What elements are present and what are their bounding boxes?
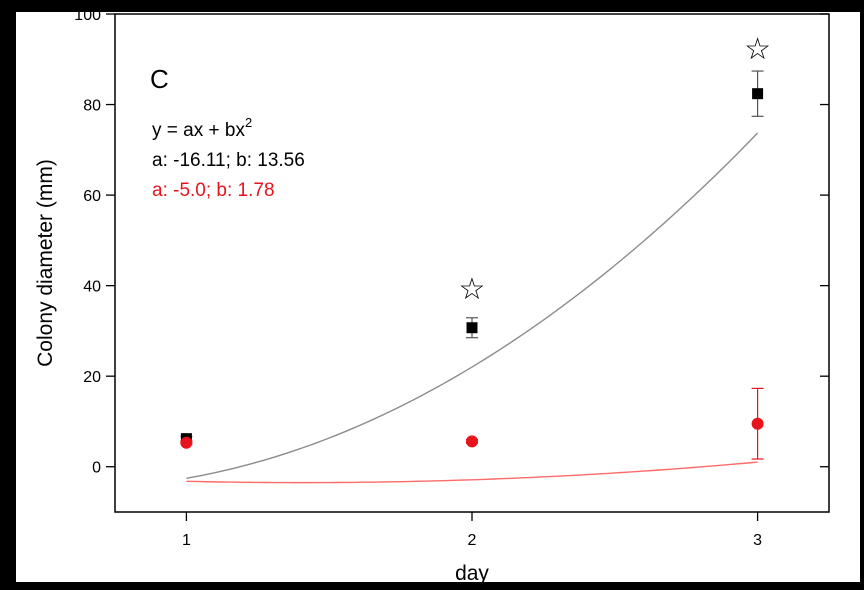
data-markers [180, 88, 764, 449]
panel-label: C [150, 64, 169, 94]
x-tick-label: 1 [182, 532, 191, 549]
y-tick-label: 100 [74, 7, 101, 24]
y-tick-label: 0 [92, 460, 101, 477]
star-annotation: ☆ [459, 273, 486, 306]
y-tick-label: 80 [83, 98, 101, 115]
fit-curve-series-2 [186, 461, 758, 484]
error-bars [180, 70, 764, 460]
data-point-square [752, 88, 764, 100]
data-point-circle [180, 436, 193, 449]
star-annotation: ☆ [744, 33, 771, 66]
y-tick-label: 60 [83, 188, 101, 205]
x-tick-label: 2 [468, 532, 477, 549]
y-tick-label: 20 [83, 369, 101, 386]
fit-lines [186, 132, 759, 484]
x-tick-label: 3 [753, 532, 762, 549]
fit-params-black: a: -16.11; b: 13.56 [152, 150, 305, 171]
axes-layer: 1 2 3 0 20 40 60 80 100 [74, 7, 830, 549]
data-point-square [466, 322, 478, 334]
x-axis-label: day [455, 562, 489, 585]
y-axis-label: Colony diameter (mm) [34, 159, 57, 367]
equation-exponent: 2 [245, 115, 252, 130]
significance-annotations: ☆☆ [459, 33, 772, 306]
y-tick-label: 40 [83, 279, 101, 296]
data-point-circle [466, 435, 478, 448]
equation-label: y = ax + bx2 [152, 115, 252, 141]
fit-params-red: a: -5.0; b: 1.78 [152, 180, 275, 201]
fit-curve-series-1 [186, 132, 759, 479]
equation-main: y = ax + bx [152, 120, 245, 141]
data-point-circle [751, 417, 764, 430]
